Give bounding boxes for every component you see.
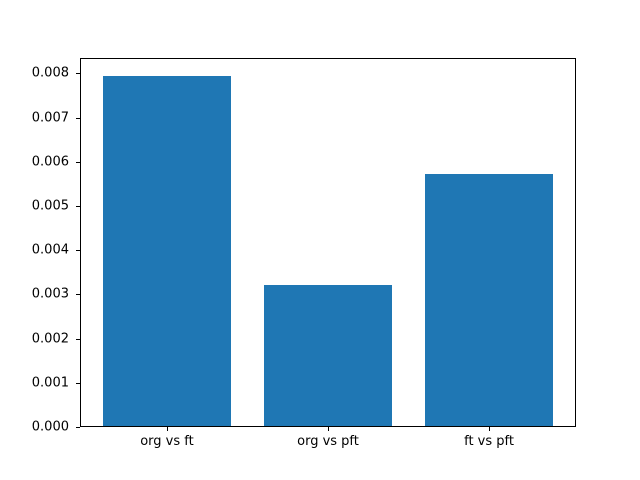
x-tick-label: org vs pft <box>297 434 359 449</box>
y-tick-mark <box>76 382 80 384</box>
x-tick-label: org vs ft <box>140 434 194 449</box>
x-tick-mark <box>166 427 168 431</box>
y-tick-mark <box>76 294 80 296</box>
y-tick-label: 0.005 <box>31 198 69 214</box>
bar-ft-vs-pft <box>424 174 554 427</box>
y-tick-label: 0.003 <box>31 286 69 302</box>
y-tick-mark <box>76 338 80 340</box>
y-tick-mark <box>76 206 80 208</box>
bar-org-vs-pft <box>263 285 393 427</box>
y-tick-mark <box>76 161 80 163</box>
y-tick-label: 0.006 <box>31 154 69 170</box>
y-tick-label: 0.002 <box>31 331 69 347</box>
y-tick-label: 0.001 <box>31 375 69 391</box>
x-tick-label: ft vs pft <box>464 434 514 449</box>
x-tick-mark <box>328 427 329 431</box>
bar-org-vs-ft <box>102 75 232 427</box>
y-tick-label: 0.008 <box>31 65 69 81</box>
y-tick-mark <box>76 117 80 119</box>
y-tick-label: 0.000 <box>31 419 69 435</box>
y-tick-mark <box>76 427 80 428</box>
y-tick-label: 0.007 <box>31 110 69 126</box>
y-tick-mark <box>76 250 80 252</box>
y-tick-mark <box>76 73 80 75</box>
x-tick-mark <box>489 427 491 431</box>
y-tick-label: 0.004 <box>31 242 69 258</box>
